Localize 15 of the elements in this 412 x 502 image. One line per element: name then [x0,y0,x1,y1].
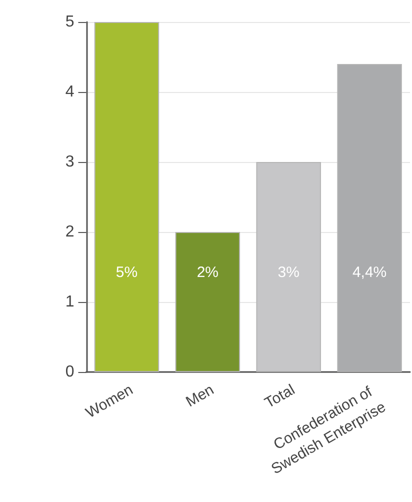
y-tick-label: 4 [65,84,74,100]
y-tick-label: 2 [65,224,74,240]
y-tick-label: 3 [65,154,74,170]
x-tick-label: Men [183,381,217,411]
data-label: 4,4% [352,264,387,281]
bar [337,64,402,372]
bar [175,232,240,372]
y-tick-label: 1 [65,294,74,310]
y-tick-label: 0 [65,364,74,380]
data-label: 2% [196,264,218,281]
data-label: 5% [116,264,138,281]
bar [94,22,160,372]
y-tick-label: 5 [65,14,74,30]
data-label: 3% [278,264,300,281]
bar [256,162,321,372]
